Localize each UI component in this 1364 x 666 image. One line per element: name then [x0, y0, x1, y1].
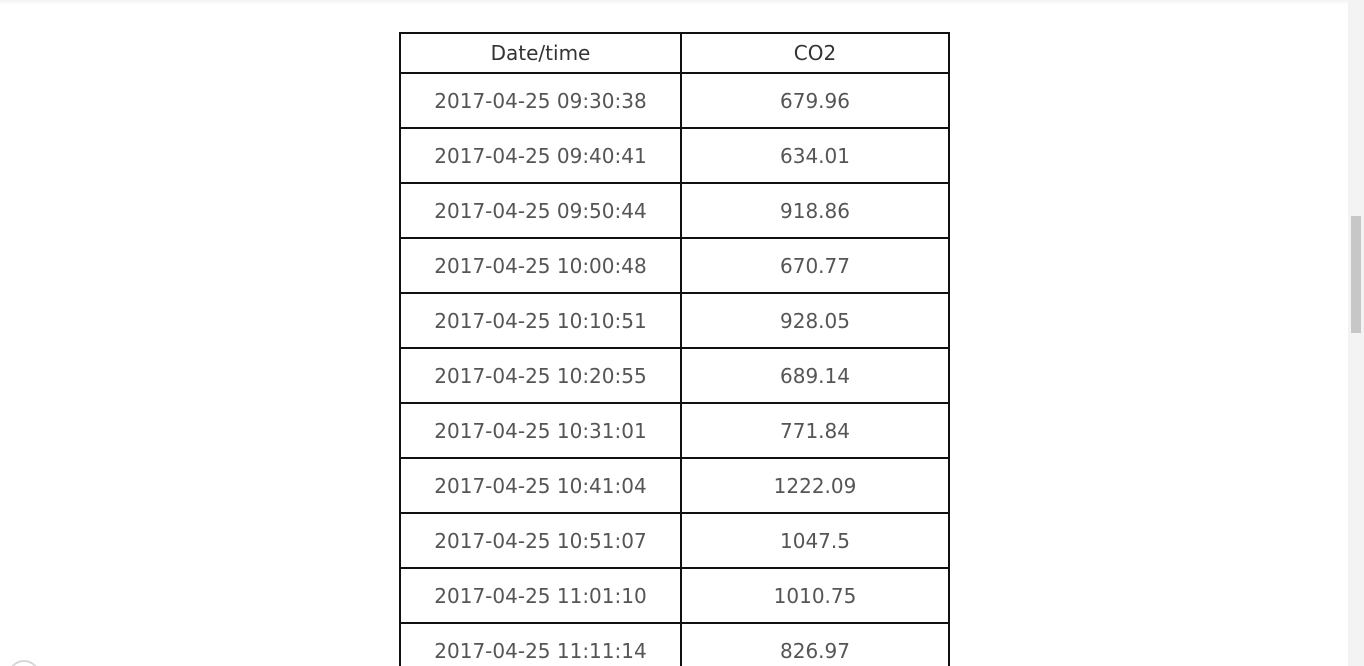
table-row: 2017-04-25 10:20:55 689.14: [399, 347, 950, 404]
cell-co2: 928.05: [680, 292, 950, 349]
cell-co2: 826.97: [680, 622, 950, 666]
cell-datetime: 2017-04-25 10:10:51: [399, 292, 682, 349]
cell-datetime: 2017-04-25 09:40:41: [399, 127, 682, 184]
table-row: 2017-04-25 10:31:01 771.84: [399, 402, 950, 459]
cell-co2: 689.14: [680, 347, 950, 404]
cell-co2: 771.84: [680, 402, 950, 459]
cell-datetime: 2017-04-25 10:00:48: [399, 237, 682, 294]
table-row: 2017-04-25 09:30:38 679.96: [399, 72, 950, 129]
cell-co2: 670.77: [680, 237, 950, 294]
header-co2: CO2: [680, 32, 950, 74]
table-row: 2017-04-25 10:10:51 928.05: [399, 292, 950, 349]
top-shadow: [0, 0, 1348, 4]
cell-datetime: 2017-04-25 09:50:44: [399, 182, 682, 239]
cell-co2: 918.86: [680, 182, 950, 239]
table-row: 2017-04-25 10:51:07 1047.5: [399, 512, 950, 569]
header-datetime: Date/time: [399, 32, 682, 74]
table-row: 2017-04-25 11:11:14 826.97: [399, 622, 950, 666]
cell-datetime: 2017-04-25 10:31:01: [399, 402, 682, 459]
table-row: 2017-04-25 11:01:10 1010.75: [399, 567, 950, 624]
cell-co2: 1047.5: [680, 512, 950, 569]
table-row: 2017-04-25 10:00:48 670.77: [399, 237, 950, 294]
floating-widget-icon[interactable]: [8, 660, 40, 666]
vertical-scrollbar[interactable]: [1348, 0, 1364, 666]
cell-co2: 1222.09: [680, 457, 950, 514]
table-row: 2017-04-25 10:41:04 1222.09: [399, 457, 950, 514]
cell-datetime: 2017-04-25 11:11:14: [399, 622, 682, 666]
scrollbar-thumb[interactable]: [1351, 216, 1361, 333]
table-header-row: Date/time CO2: [399, 32, 950, 74]
cell-datetime: 2017-04-25 11:01:10: [399, 567, 682, 624]
table-row: 2017-04-25 09:50:44 918.86: [399, 182, 950, 239]
co2-table-container: Date/time CO2 2017-04-25 09:30:38 679.96…: [399, 32, 950, 666]
cell-datetime: 2017-04-25 10:41:04: [399, 457, 682, 514]
cell-co2: 1010.75: [680, 567, 950, 624]
cell-datetime: 2017-04-25 09:30:38: [399, 72, 682, 129]
cell-co2: 679.96: [680, 72, 950, 129]
co2-table: Date/time CO2 2017-04-25 09:30:38 679.96…: [399, 32, 950, 666]
cell-datetime: 2017-04-25 10:51:07: [399, 512, 682, 569]
table-body: 2017-04-25 09:30:38 679.96 2017-04-25 09…: [399, 72, 950, 666]
cell-datetime: 2017-04-25 10:20:55: [399, 347, 682, 404]
cell-co2: 634.01: [680, 127, 950, 184]
table-row: 2017-04-25 09:40:41 634.01: [399, 127, 950, 184]
